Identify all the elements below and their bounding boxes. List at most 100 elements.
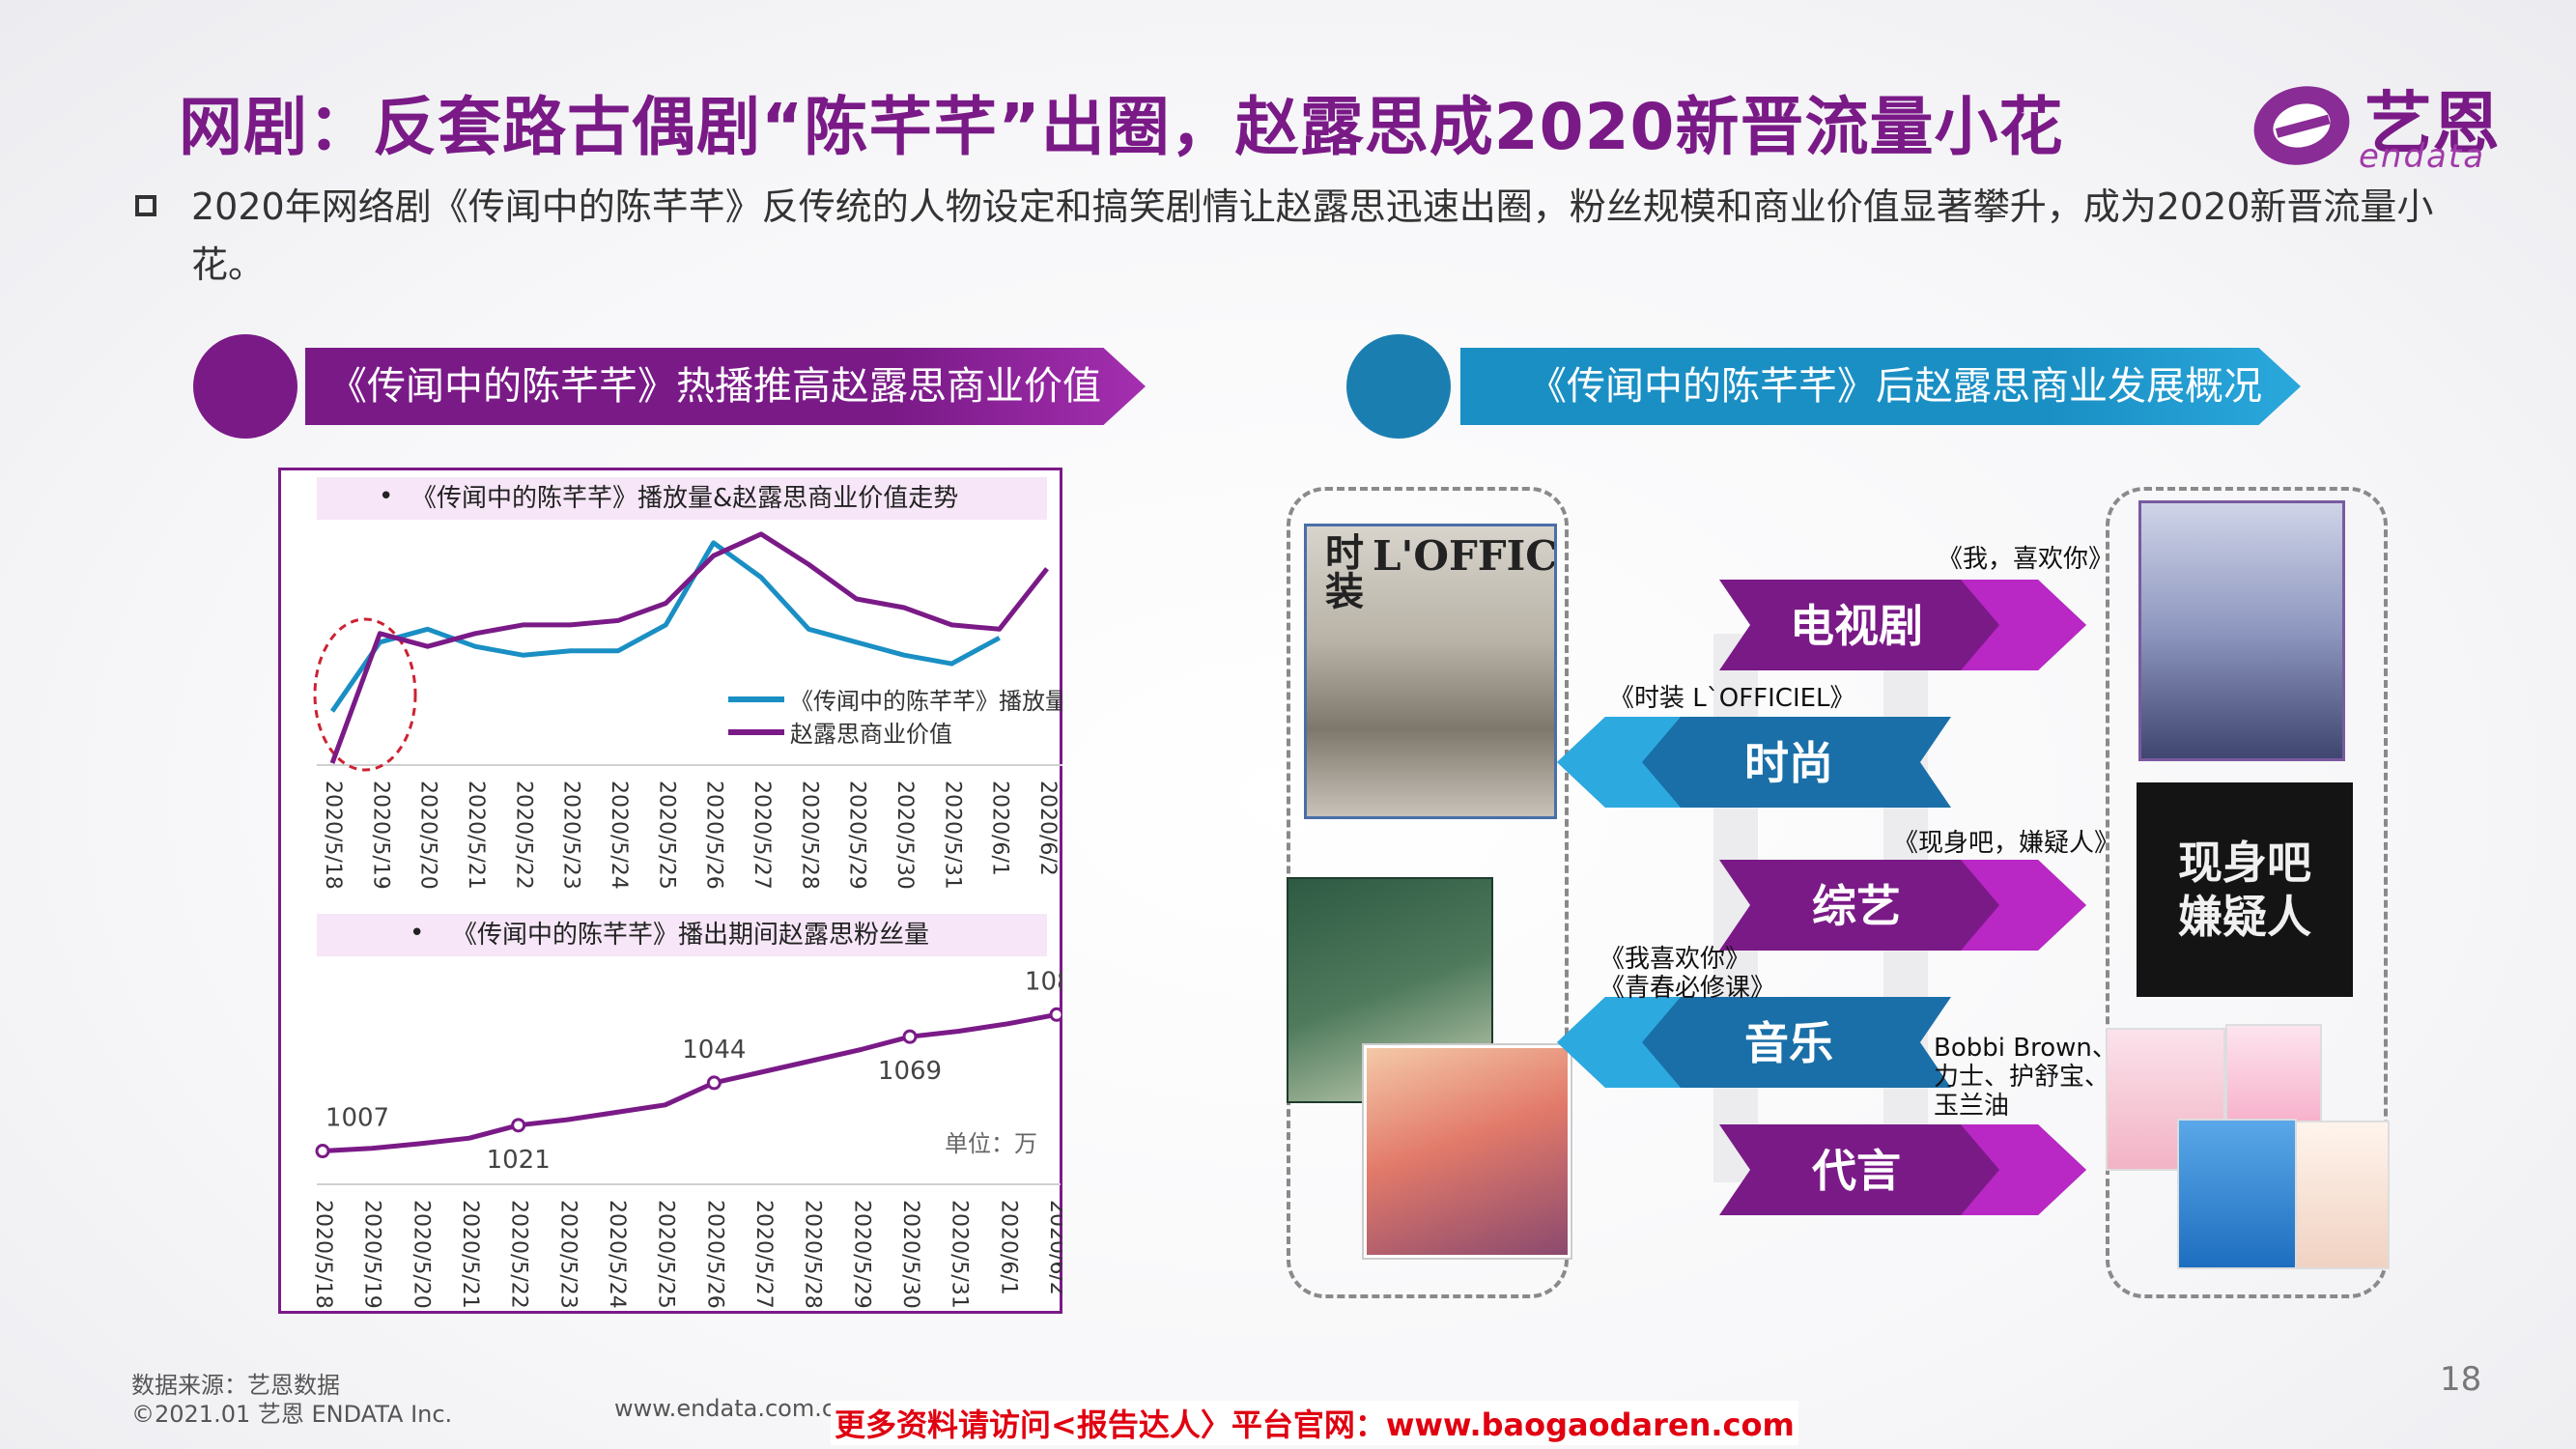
endorsement-label: 代言 xyxy=(1811,1145,1901,1197)
endorsement-ad-4-image xyxy=(2295,1121,2390,1269)
chart1-x-tick-label: 2020/5/25 xyxy=(654,781,678,890)
tv-drama-tag: 《我，喜欢你》 xyxy=(1938,545,2114,574)
chart2-x-tick-label: 2020/5/28 xyxy=(801,1200,825,1309)
tv-drama-label: 电视剧 xyxy=(1790,600,1923,652)
chart2-point-12 xyxy=(902,1029,918,1044)
variety-label: 综艺 xyxy=(1812,880,1901,932)
tv-drama-arrow-accent xyxy=(1961,580,2086,670)
chart-panel xyxy=(278,468,1062,1314)
music-cover-2-image xyxy=(1364,1045,1571,1258)
endorsement-ad-2-image xyxy=(2225,1024,2322,1126)
endorsement-arrow-accent xyxy=(1961,1124,2086,1215)
legend-label-views: 《传闻中的陈芊芊》播放量 xyxy=(790,688,1062,715)
charts-svg: • 《传闻中的陈芊芊》播放量&赵露思商业价值走势 2020/5/18 2020/5… xyxy=(311,477,1062,1309)
chart2-x-tick-label: 2020/5/25 xyxy=(654,1200,678,1309)
drama-poster-image xyxy=(2138,500,2345,761)
music-tag-1: 《我喜欢你》 xyxy=(1599,945,1751,974)
chart2-x-tick-label: 2020/5/23 xyxy=(555,1200,580,1309)
page-number: 18 xyxy=(2440,1360,2482,1399)
fashion-label: 时尚 xyxy=(1744,737,1833,789)
chart2-x-tick-label: 2020/6/2 xyxy=(1045,1200,1062,1295)
chart2-x-tick-label: 2020/5/24 xyxy=(605,1200,629,1309)
left-section-circle xyxy=(193,334,297,439)
chart2-series-0-line xyxy=(322,1011,1058,1153)
chart1-series-0-line xyxy=(329,540,1001,713)
chart2-point-15 xyxy=(1049,1007,1062,1022)
chart2-x-tick-label: 2020/5/26 xyxy=(702,1200,726,1309)
page-title: 网剧：反套路古偶剧“陈芊芊”出圈，赵露思成2020新晋流量小花 xyxy=(179,90,2064,164)
chart2-title-bg xyxy=(317,914,1047,956)
chart1-x-tick-label: 2020/5/27 xyxy=(750,781,774,890)
chart2-x-tick-label: 2020/5/29 xyxy=(849,1200,873,1309)
endorsement-tag-1: Bobbi Brown、 xyxy=(1934,1034,2117,1063)
chart2-data-label: 1069 xyxy=(878,1057,942,1086)
chart2-x-tick-label: 2020/5/27 xyxy=(751,1200,776,1309)
chart2-point-8 xyxy=(706,1075,722,1091)
business-flow-svg: 电视剧 时尚 综艺 音乐 代言 xyxy=(1557,580,2086,1215)
chart1-x-tick-label: 2020/5/31 xyxy=(940,781,964,890)
chart2-x-tick-label: 2020/5/31 xyxy=(948,1200,972,1309)
chart2-data-label: 1081 xyxy=(1025,967,1062,996)
chart1-x-tick-label: 2020/5/24 xyxy=(607,781,631,890)
chart1-x-tick-label: 2020/6/2 xyxy=(1035,781,1060,876)
chart1-x-tick-label: 2020/5/18 xyxy=(321,781,345,890)
logo-subtext: endata xyxy=(2359,137,2486,176)
logo-text: 艺恩 xyxy=(2364,84,2500,163)
endorsement-ad-3-image xyxy=(2177,1119,2297,1269)
chart1-x-tick-label: 2020/5/19 xyxy=(368,781,392,890)
chart1-x-tick-label: 2020/5/26 xyxy=(702,781,726,890)
chart2-x-tick-label: 2020/5/19 xyxy=(360,1200,384,1309)
chart2-x-tick-label: 2020/5/22 xyxy=(507,1200,531,1309)
music-arrow-accent xyxy=(1557,997,1681,1088)
chart1-x-tick-label: 2020/5/30 xyxy=(892,781,917,890)
variety-poster-title: 现身吧 嫌疑人 xyxy=(2178,837,2311,943)
chart1-x-tick-label: 2020/5/20 xyxy=(416,781,440,890)
chart2-title: 《传闻中的陈芊芊》播出期间赵露思粉丝量 xyxy=(452,921,929,950)
site-url: www.endata.com.cn xyxy=(614,1395,850,1422)
chart1-x-tick-label: 2020/5/23 xyxy=(559,781,583,890)
variety-arrow-accent xyxy=(1961,860,2086,951)
data-source: 数据来源：艺恩数据 xyxy=(131,1372,340,1399)
right-section-circle xyxy=(1346,334,1451,439)
chart1-x-tick-label: 2020/5/22 xyxy=(511,781,535,890)
chart2-point-4 xyxy=(511,1118,526,1133)
promo-link[interactable]: 更多资料请访问<报告达人〉平台官网：www.baogaodaren.com xyxy=(831,1401,1798,1445)
chart2-x-tick-label: 2020/5/20 xyxy=(409,1200,433,1309)
fashion-tag: 《时装 L`OFFICIEL》 xyxy=(1609,684,1855,713)
chart2-x-tick-label: 2020/5/18 xyxy=(311,1200,335,1309)
bullet-square-icon xyxy=(135,195,156,216)
chart2-x-tick-label: 2020/5/21 xyxy=(458,1200,482,1309)
copyright: ©2021.01 艺恩 ENDATA Inc. xyxy=(131,1401,453,1428)
chart1-series-1-line xyxy=(329,531,1049,764)
magazine-title: L'OFFICIEL xyxy=(1373,532,1557,580)
magazine-cover-image: 时装 L'OFFICIEL xyxy=(1304,524,1557,819)
chart1-bullet: • xyxy=(379,482,393,511)
endata-logo-icon xyxy=(2253,86,2350,165)
chart2-point-0 xyxy=(315,1144,330,1159)
magazine-cn-title: 时装 xyxy=(1318,532,1363,610)
left-section-title: 《传闻中的陈芊芊》热播推高赵露思商业价值 xyxy=(328,364,1101,409)
chart1-x-tick-label: 2020/5/29 xyxy=(845,781,869,890)
variety-poster-image: 现身吧 嫌疑人 xyxy=(2137,782,2353,997)
chart2-x-tick-label: 2020/5/30 xyxy=(898,1200,922,1309)
chart1-x-tick-label: 2020/6/1 xyxy=(988,781,1012,876)
chart1-title-bg xyxy=(317,477,1047,520)
chart1-title: 《传闻中的陈芊芊》播放量&赵露思商业价值走势 xyxy=(411,484,958,513)
music-label: 音乐 xyxy=(1744,1017,1833,1069)
chart2-bullet: • xyxy=(410,919,424,948)
chart2-x-tick-label: 2020/6/1 xyxy=(996,1200,1020,1295)
chart1-highlight-ellipse xyxy=(313,617,417,772)
right-image-group xyxy=(2106,487,2388,1298)
fashion-arrow-accent xyxy=(1557,717,1681,808)
variety-tag: 《现身吧，嫌疑人》 xyxy=(1893,829,2120,858)
chart2-data-label: 1007 xyxy=(326,1104,389,1133)
logo xyxy=(2249,75,2355,172)
chart2-data-label: 1021 xyxy=(487,1146,551,1175)
endorsement-tag-3: 玉兰油 xyxy=(1934,1092,2010,1121)
right-section-title: 《传闻中的陈芊芊》后赵露思商业发展概况 xyxy=(1528,364,2262,409)
chart2-unit-label: 单位：万 xyxy=(945,1130,1037,1157)
endorsement-tag-2: 力士、护舒宝、 xyxy=(1934,1063,2110,1092)
left-section-banner: 《传闻中的陈芊芊》热播推高赵露思商业价值 xyxy=(305,348,1146,425)
chart2-data-label: 1044 xyxy=(682,1036,746,1065)
lead-paragraph: 2020年网络剧《传闻中的陈芊芊》反传统的人物设定和搞笑剧情让赵露思迅速出圈，粉… xyxy=(191,185,2434,286)
